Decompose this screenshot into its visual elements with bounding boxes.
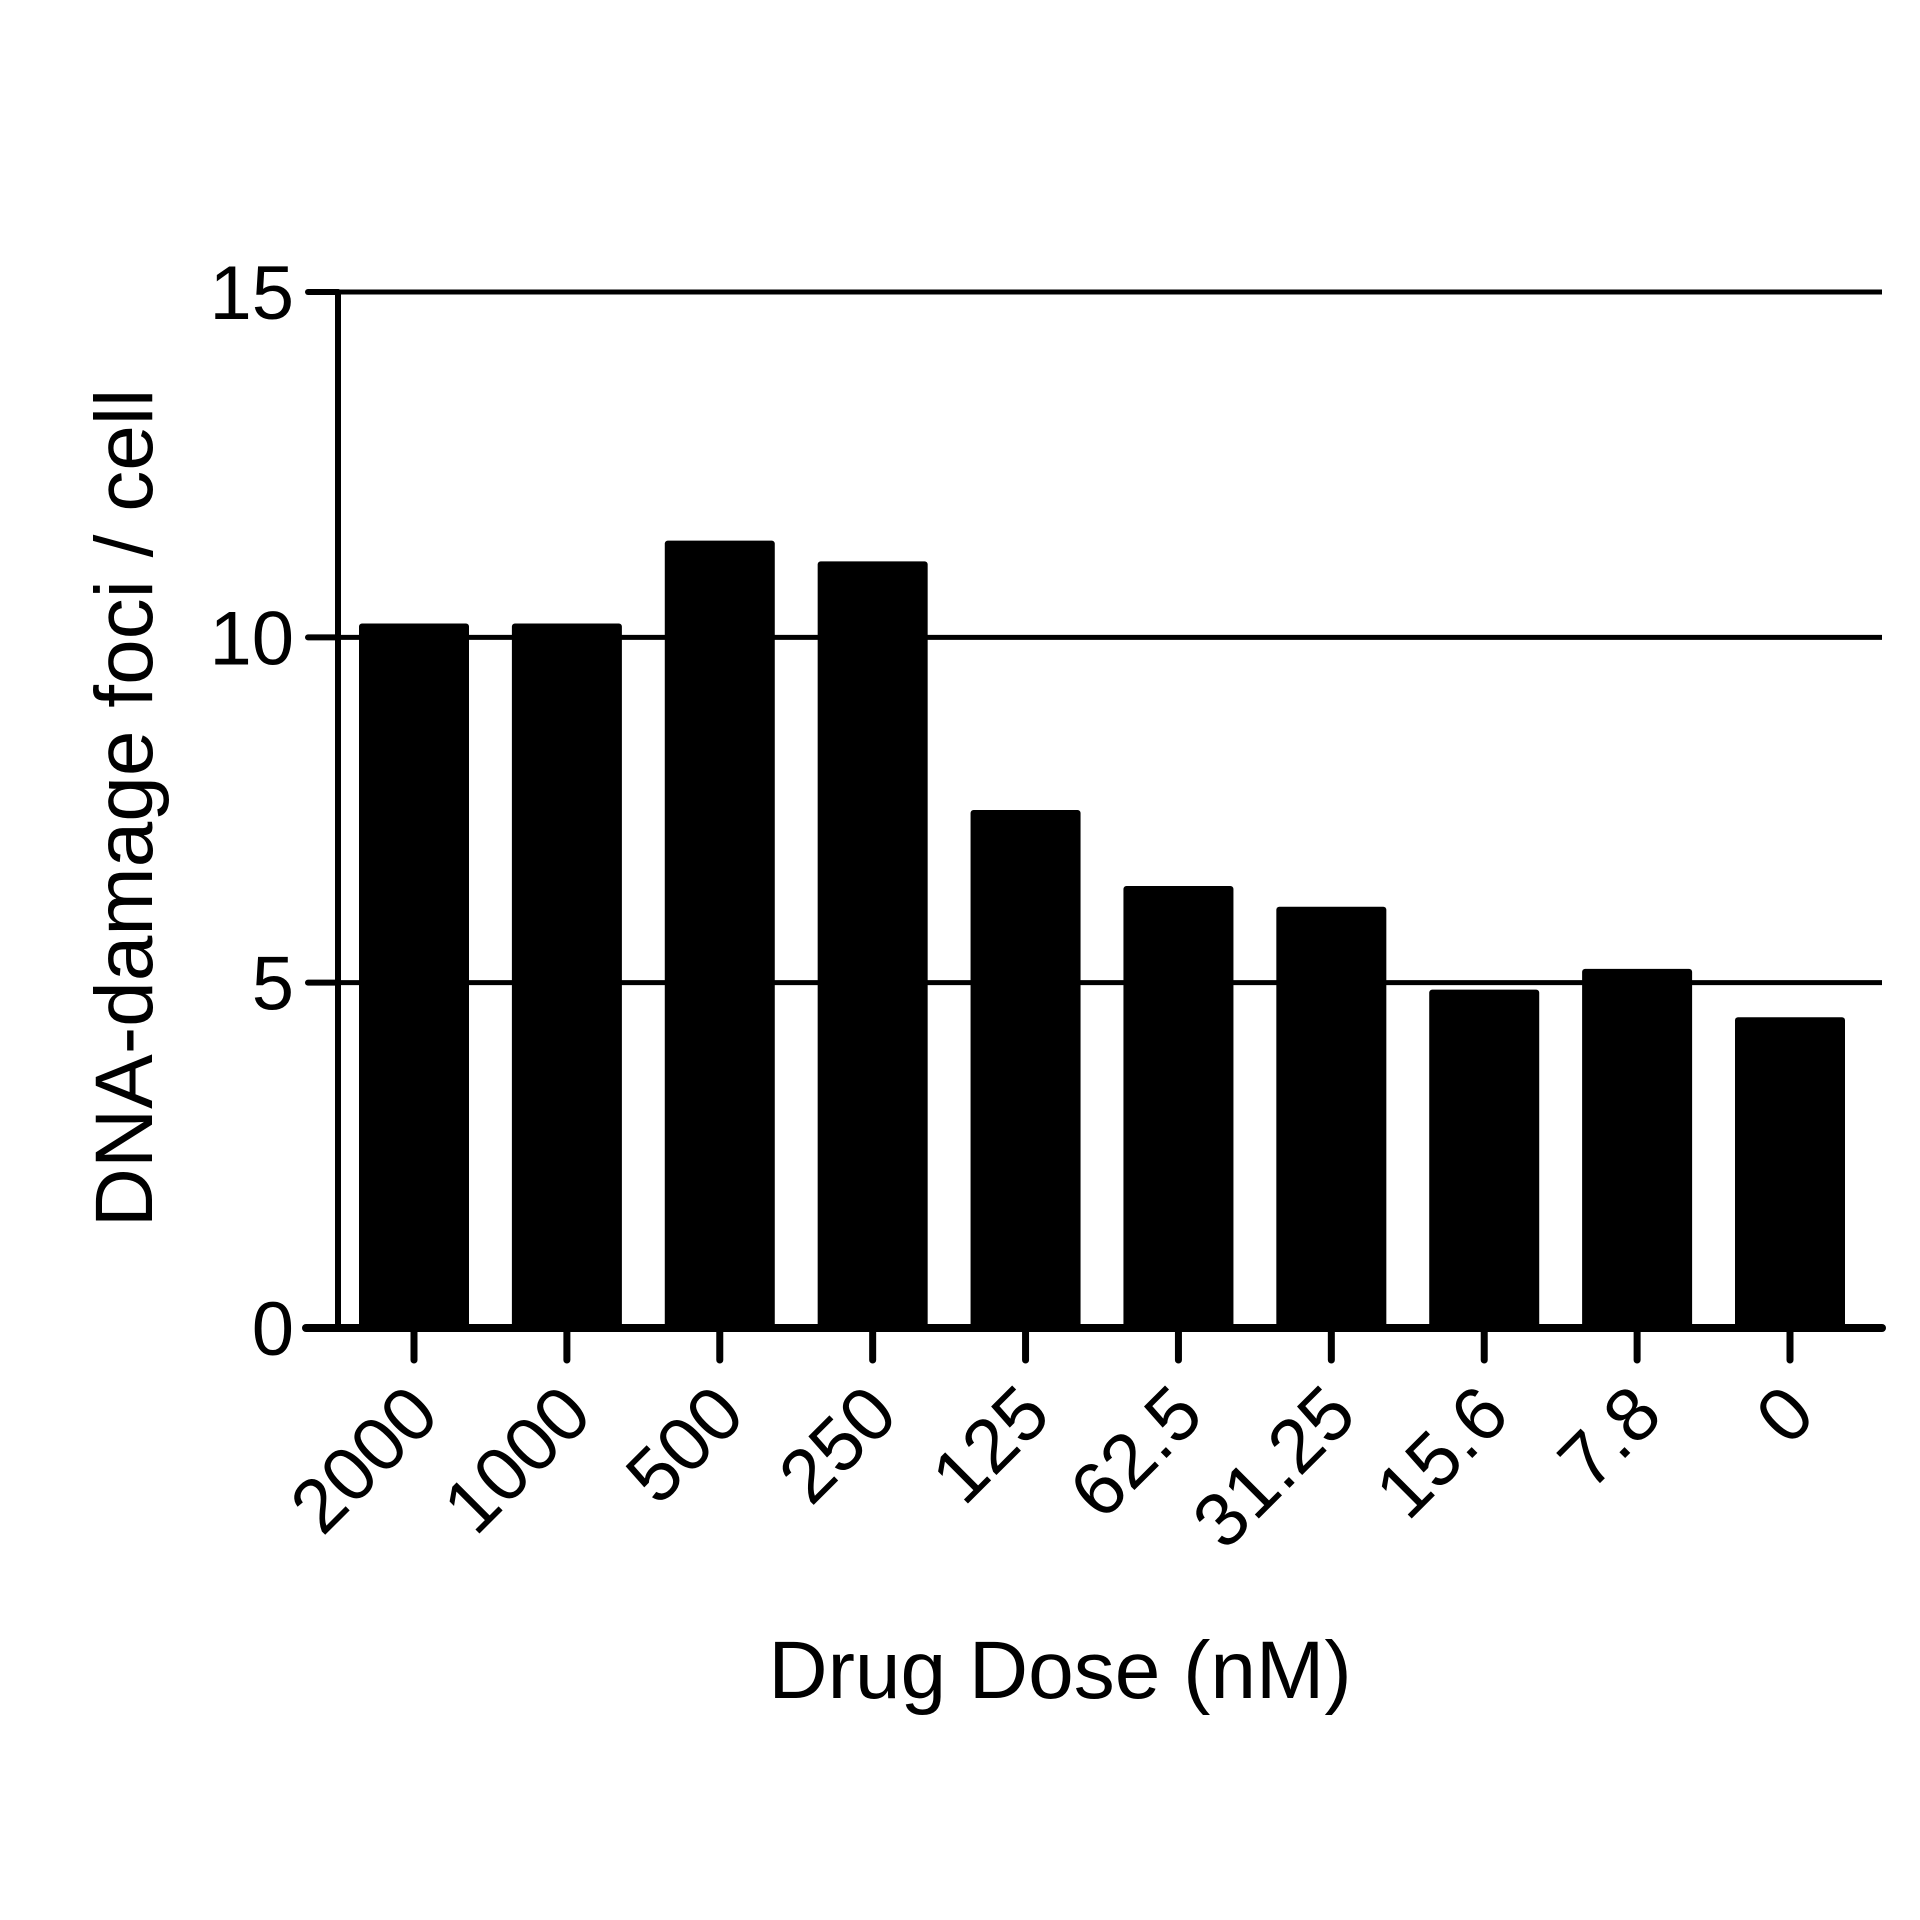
x-tick-label-7.8: 7.8 (1542, 1370, 1677, 1505)
x-tick-label-125: 125 (916, 1370, 1066, 1520)
y-tick-label-15: 15 (209, 251, 294, 336)
x-axis-title: Drug Dose (nM) (768, 1625, 1351, 1716)
bar-15.6 (1429, 989, 1540, 1328)
bar-125 (970, 810, 1081, 1328)
x-tick-label-1000: 1000 (427, 1370, 607, 1550)
bar-31.25 (1276, 906, 1387, 1328)
axes (302, 289, 1886, 1364)
bar-500 (664, 540, 775, 1328)
x-tick-label-2000: 2000 (274, 1370, 454, 1550)
y-tick-label-0: 0 (252, 1287, 294, 1372)
y-tick-label-10: 10 (209, 596, 294, 681)
x-tick-label-31.25: 31.25 (1177, 1370, 1372, 1565)
bars (359, 540, 1845, 1328)
bar-1000 (511, 623, 622, 1328)
y-tick-label-5: 5 (252, 942, 294, 1027)
x-tick-label-0: 0 (1740, 1370, 1830, 1460)
bar-62.5 (1123, 885, 1234, 1328)
y-axis-title: DNA-damage foci / cell (79, 389, 170, 1228)
x-tick-label-250: 250 (763, 1370, 913, 1520)
bar-0 (1735, 1017, 1845, 1328)
bar-2000 (359, 623, 469, 1328)
x-tick-label-15.6: 15.6 (1360, 1370, 1525, 1535)
x-tick-label-500: 500 (610, 1370, 760, 1520)
bar-7.8 (1582, 968, 1693, 1328)
bar-250 (817, 561, 928, 1328)
